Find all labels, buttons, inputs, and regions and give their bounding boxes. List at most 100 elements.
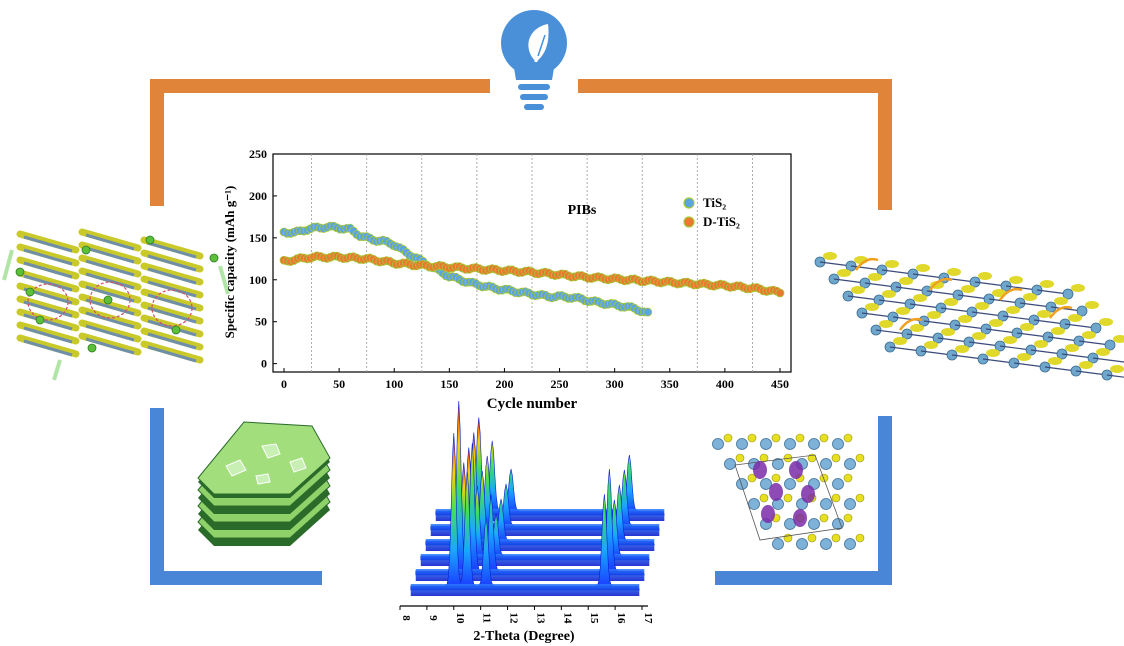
sulfur-atom: [1068, 314, 1082, 322]
sulfur-layer: [16, 334, 80, 358]
legend: TiS₂ D-TiS₂: [683, 195, 740, 229]
xrd-layer-base: [425, 539, 655, 551]
frame-orange-left: [150, 79, 490, 206]
ti-atom: [724, 458, 736, 470]
ti-atom: [808, 438, 820, 450]
sulfur-atom: [896, 307, 910, 315]
sulfur-atom: [759, 493, 769, 503]
y-tick-label: 250: [249, 147, 267, 161]
sulfur-layer: [16, 243, 80, 267]
sulfur-atom: [944, 298, 958, 306]
sulfur-atom: [807, 533, 817, 543]
xrd-x-axis-label: 2-Theta (Degree): [473, 629, 575, 644]
sulfur-atom: [823, 252, 837, 260]
x-tick-label: 0: [281, 377, 287, 391]
sulfur-atom: [958, 315, 972, 323]
sulfur-layer: [140, 249, 204, 273]
sulfur-atom: [978, 272, 992, 280]
sulfur-layer: [16, 230, 80, 254]
ti-layer: [147, 319, 197, 337]
sulfur-atom: [855, 453, 865, 463]
bond: [1092, 357, 1124, 363]
sulfur-atom: [893, 337, 907, 345]
charge-density-lobe: [801, 485, 815, 503]
sulfur-atom: [1048, 357, 1062, 365]
ion-trail: [52, 359, 62, 381]
sulfur-atom: [882, 290, 896, 298]
ti-layer: [147, 280, 197, 298]
series-tis2: [279, 221, 653, 317]
ti-layer: [23, 339, 73, 357]
ti-atom: [772, 458, 784, 470]
migration-arrow: [928, 277, 953, 291]
xrd-x-tick-label: 9: [427, 615, 439, 621]
sulfur-atom: [885, 260, 899, 268]
sulfur-atom: [986, 349, 1000, 357]
frame-blue-left: [150, 408, 322, 585]
frame-orange-right: [578, 79, 892, 210]
xrd-layer-base: [415, 569, 645, 581]
sulfur-atom: [795, 433, 805, 443]
sulfur-atom: [941, 328, 955, 336]
sulfur-layer: [78, 280, 142, 304]
y-tick-label: 150: [249, 231, 267, 245]
sulfur-atom: [1085, 301, 1099, 309]
charge-density-lobe: [753, 461, 767, 479]
sulfur-layer: [78, 332, 142, 356]
sulfur-layer: [16, 256, 80, 280]
ti-atom: [832, 438, 844, 450]
xrd-x-tick-label: 14: [561, 613, 573, 625]
ti-atom: [760, 438, 772, 450]
sulfur-atom: [783, 493, 793, 503]
x-tick-label: 100: [385, 377, 403, 391]
sulfur-atom: [1079, 361, 1093, 369]
y-tick-label: 0: [261, 357, 267, 371]
sulfur-atom: [735, 453, 745, 463]
ti-layer: [147, 254, 197, 272]
legend-label-tis2: TiS₂: [703, 195, 726, 210]
defect-ring: [89, 281, 131, 319]
sulfur-layer: [140, 288, 204, 312]
xrd-x-tick-label: 12: [508, 613, 520, 625]
ti-atom: [844, 458, 856, 470]
ti-layer: [147, 345, 197, 363]
sulfur-atom: [855, 493, 865, 503]
ti-layer: [85, 246, 135, 264]
sulfur-atom: [879, 320, 893, 328]
sulfur-atom: [916, 264, 930, 272]
y-tick-label: 200: [249, 189, 267, 203]
sulfur-atom: [868, 273, 882, 281]
sulfur-atom: [1020, 323, 1034, 331]
ti-layer: [23, 235, 73, 253]
sulfur-atom: [819, 433, 829, 443]
sulfur-layer: [78, 267, 142, 291]
migration-arrow: [1048, 305, 1073, 319]
sulfur-layer: [140, 275, 204, 299]
xrd-x-tick-label: 13: [534, 613, 546, 625]
ti-atom: [748, 498, 760, 510]
lightbulb-leaf-icon: [501, 10, 567, 110]
potassium-ion: [81, 245, 91, 255]
sulfur-layer: [16, 295, 80, 319]
ti-atom: [712, 438, 724, 450]
ti-layer: [85, 259, 135, 277]
ti-layer: [23, 274, 73, 292]
ti-atom: [760, 478, 772, 490]
data-point: [775, 288, 785, 298]
ti-atom: [808, 518, 820, 530]
sulfur-atom: [1071, 284, 1085, 292]
potassium-ion: [15, 267, 25, 277]
potassium-ion: [25, 287, 35, 297]
sulfur-atom: [961, 285, 975, 293]
sulfur-atom: [831, 533, 841, 543]
sulfur-atom: [899, 277, 913, 285]
sulfur-atom: [975, 302, 989, 310]
x-axis-label: Cycle number: [487, 396, 578, 412]
sulfur-atom: [1006, 306, 1020, 314]
ti-atom: [832, 478, 844, 490]
sulfur-atom: [747, 433, 757, 443]
sulfur-atom: [1099, 318, 1113, 326]
sulfur-atom: [819, 513, 829, 523]
ti-atom: [772, 538, 784, 550]
x-tick-label: 150: [440, 377, 458, 391]
